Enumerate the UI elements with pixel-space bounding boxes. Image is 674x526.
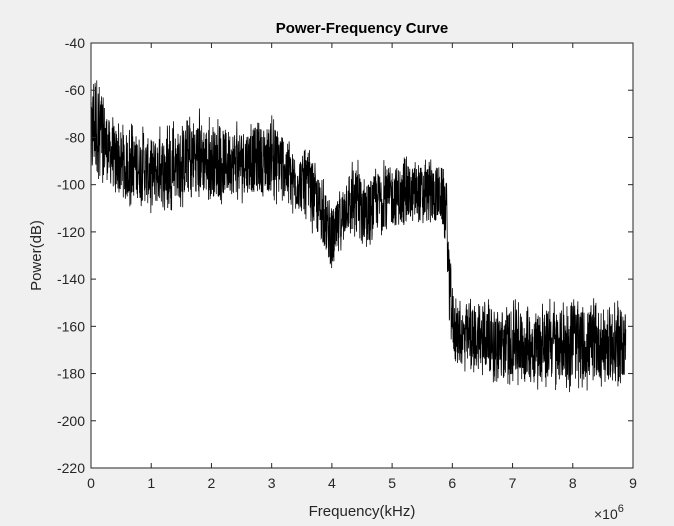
y-tick-label: -180 bbox=[57, 366, 85, 382]
x-exponent-power: 6 bbox=[618, 503, 624, 515]
x-axis-ticks: 0 1 2 3 4 5 6 7 8 9 bbox=[87, 43, 637, 491]
x-tick-label: 5 bbox=[388, 475, 396, 491]
y-axis-label: Power(dB) bbox=[28, 220, 45, 291]
y-tick-label: -160 bbox=[57, 318, 85, 334]
x-exponent-label: ×106 bbox=[594, 503, 624, 522]
y-tick-label: -80 bbox=[65, 129, 85, 145]
x-tick-label: 2 bbox=[208, 475, 216, 491]
y-axis-ticks: -40 -60 -80 -100 -120 -140 -160 -180 -200 -220 bbox=[57, 35, 633, 476]
chart-title: Power-Frequency Curve bbox=[276, 20, 449, 37]
y-tick-label: -60 bbox=[65, 82, 85, 98]
x-tick-label: 8 bbox=[569, 475, 577, 491]
y-tick-label: -100 bbox=[57, 177, 85, 193]
y-tick-label: -120 bbox=[57, 224, 85, 240]
x-axis-label: Frequency(kHz) bbox=[309, 503, 416, 520]
x-tick-label: 0 bbox=[87, 475, 95, 491]
x-tick-label: 6 bbox=[448, 475, 456, 491]
plot-area bbox=[91, 43, 633, 468]
y-tick-label: -220 bbox=[57, 460, 85, 476]
y-tick-label: -140 bbox=[57, 271, 85, 287]
x-exponent-base: ×10 bbox=[594, 506, 618, 522]
x-tick-label: 3 bbox=[268, 475, 276, 491]
axes-frame bbox=[90, 42, 634, 469]
signal-trace bbox=[90, 80, 627, 393]
signal-path bbox=[90, 80, 627, 393]
x-tick-label: 1 bbox=[147, 475, 155, 491]
y-tick-label: -200 bbox=[57, 413, 85, 429]
x-tick-label: 9 bbox=[629, 475, 637, 491]
x-tick-label: 7 bbox=[509, 475, 517, 491]
x-tick-label: 4 bbox=[328, 475, 336, 491]
y-tick-label: -40 bbox=[65, 35, 85, 51]
